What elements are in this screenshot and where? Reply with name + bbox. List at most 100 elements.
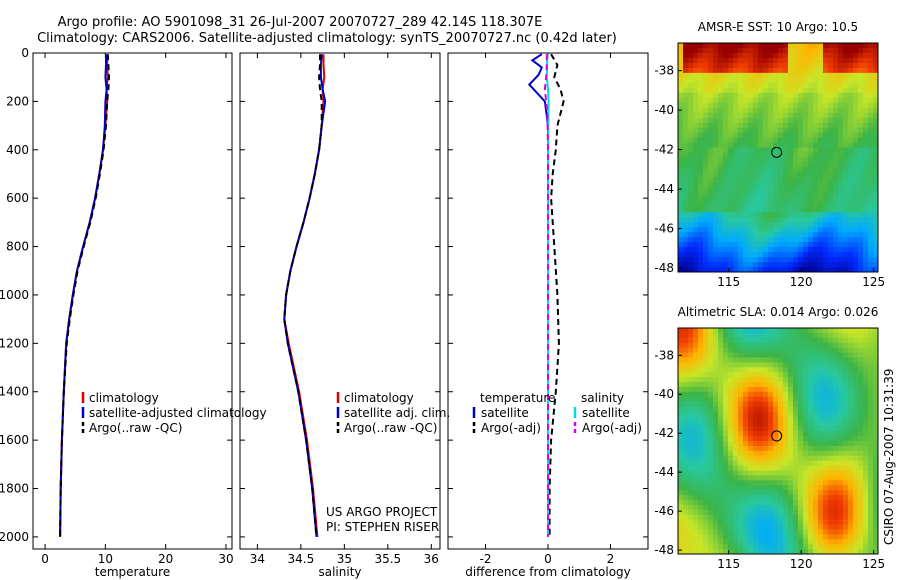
heatmap-cell	[843, 232, 849, 238]
heatmap-cell	[758, 450, 764, 457]
heatmap-cell	[793, 187, 799, 193]
heatmap-cell	[833, 237, 839, 243]
heatmap-cell	[693, 137, 699, 144]
heatmap-cell	[843, 450, 849, 457]
y-tick-label: 1800	[0, 482, 29, 496]
heatmap-cell	[873, 411, 878, 418]
heatmap-cell	[868, 132, 874, 139]
heatmap-cell	[868, 62, 874, 69]
heatmap-cell	[788, 362, 794, 368]
heatmap-cell	[768, 107, 774, 114]
heatmap-cell	[748, 480, 754, 486]
heatmap-cell	[833, 87, 839, 94]
heatmap-cell	[803, 499, 809, 506]
heatmap-cell	[743, 212, 749, 218]
heatmap-cell	[748, 377, 754, 383]
heatmap-cell	[843, 187, 849, 193]
heatmap-cell	[843, 495, 849, 501]
heatmap-cell	[868, 257, 874, 263]
heatmap-cell	[768, 490, 774, 496]
heatmap-cell	[703, 62, 709, 69]
heatmap-cell	[873, 455, 878, 462]
heatmap-cell	[733, 431, 739, 437]
heatmap-cell	[688, 411, 694, 418]
heatmap-cell	[793, 117, 799, 124]
heatmap-cell	[818, 187, 824, 193]
heatmap-cell	[733, 92, 739, 99]
heatmap-cell	[873, 137, 878, 144]
heatmap-cell	[783, 72, 789, 79]
heatmap-cell	[838, 112, 844, 119]
heatmap-cell	[798, 227, 804, 233]
heatmap-cell	[793, 416, 799, 422]
heatmap-cell	[688, 534, 694, 540]
heatmap-cell	[793, 519, 799, 526]
argo-location-marker	[771, 146, 783, 158]
heatmap-cell	[828, 544, 834, 550]
heatmap-cell	[853, 504, 859, 511]
heatmap-cell	[858, 267, 864, 272]
heatmap-cell	[863, 490, 869, 496]
heatmap-cell	[858, 421, 864, 427]
heatmap-cell	[858, 202, 864, 208]
heatmap-cell	[743, 347, 749, 354]
heatmap-cell	[763, 411, 769, 418]
heatmap-cell	[798, 207, 804, 213]
heatmap-cell	[843, 475, 849, 481]
heatmap-cell	[863, 107, 869, 114]
heatmap-cell	[838, 252, 844, 258]
heatmap-cell	[748, 67, 754, 74]
heatmap-cell	[763, 436, 769, 442]
heatmap-cell	[798, 247, 804, 253]
heatmap-cell	[693, 436, 699, 442]
heatmap-cell	[773, 549, 779, 554]
heatmap-cell	[848, 192, 854, 198]
heatmap-cell	[853, 172, 859, 179]
heatmap-cell	[868, 67, 874, 74]
heatmap-cell	[678, 367, 684, 373]
heatmap-cell	[833, 137, 839, 144]
heatmap-cell	[833, 247, 839, 253]
heatmap-cell	[858, 450, 864, 457]
heatmap-cell	[798, 162, 804, 169]
heatmap-cell	[718, 490, 724, 496]
heatmap-cell	[723, 504, 729, 511]
heatmap-cell	[783, 167, 789, 174]
heatmap-cell	[783, 519, 789, 526]
heatmap-cell	[803, 367, 809, 373]
heatmap-cell	[848, 411, 854, 418]
heatmap-cell	[728, 102, 734, 109]
heatmap-cell	[713, 465, 719, 472]
heatmap-cell	[683, 495, 689, 501]
heatmap-cell	[803, 352, 809, 359]
heatmap-cell	[863, 197, 869, 203]
heatmap-cell	[793, 242, 799, 248]
heatmap-cell	[873, 62, 878, 69]
heatmap-cell	[798, 182, 804, 188]
heatmap-cell	[873, 460, 878, 467]
heatmap-cell	[773, 257, 779, 263]
heatmap-cell	[713, 207, 719, 213]
heatmap-cell	[843, 342, 849, 349]
heatmap-cell	[778, 377, 784, 383]
heatmap-cell	[803, 406, 809, 413]
heatmap-cell	[718, 495, 724, 501]
heatmap-cell	[808, 342, 814, 349]
heatmap-cell	[718, 167, 724, 174]
heatmap-cell	[688, 367, 694, 373]
heatmap-cell	[773, 495, 779, 501]
heatmap-cell	[788, 470, 794, 476]
heatmap-cell	[823, 122, 829, 129]
heatmap-cell	[703, 529, 709, 535]
heatmap-cell	[808, 539, 814, 545]
heatmap-cell	[808, 549, 814, 554]
heatmap-cell	[758, 485, 764, 491]
heatmap-cell	[703, 167, 709, 174]
heatmap-cell	[713, 77, 719, 84]
heatmap-cell	[743, 142, 749, 149]
heatmap-cell	[718, 102, 724, 109]
heatmap-cell	[843, 177, 849, 183]
heatmap-cell	[868, 328, 874, 334]
heatmap-cell	[843, 202, 849, 208]
heatmap-cell	[783, 514, 789, 521]
